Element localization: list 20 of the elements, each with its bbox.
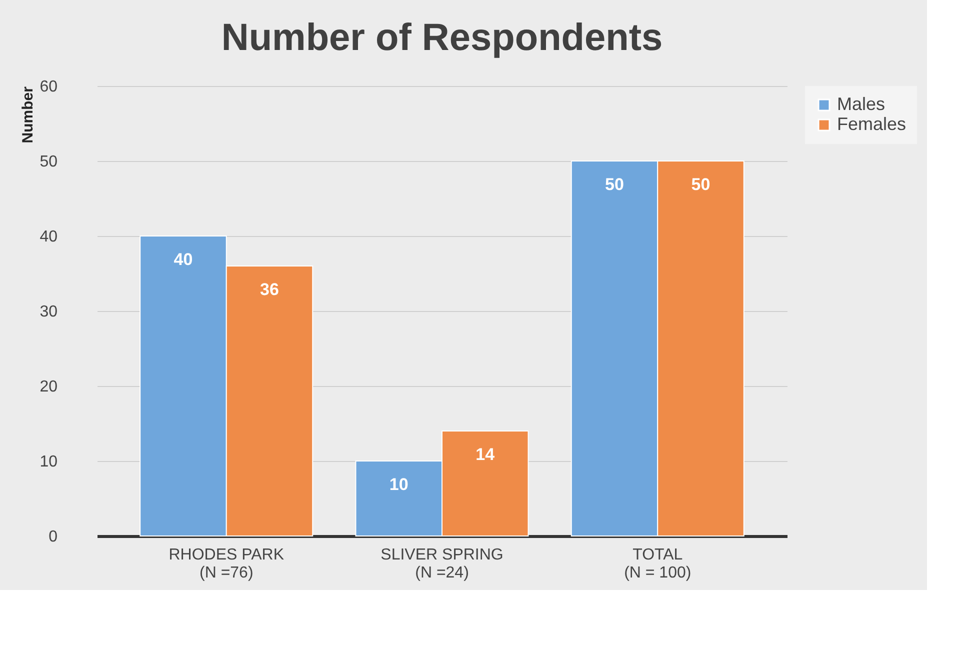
legend-label: Males (837, 94, 886, 114)
y-tick-label: 20 (40, 378, 58, 396)
x-tick-label: TOTAL (N = 100) (624, 546, 692, 582)
data-label: 40 (174, 250, 193, 269)
data-label: 14 (476, 445, 496, 464)
y-tick-label: 10 (40, 454, 58, 470)
chart-title: Number of Respondents (221, 17, 663, 59)
y-tick-label: 50 (40, 154, 58, 170)
x-tick-label: SLIVER SPRING (N =24) (380, 546, 504, 582)
x-tick-label: RHODES PARK (N =76) (168, 546, 284, 582)
legend-label: Females (837, 114, 906, 134)
y-tick-label: 0 (48, 528, 58, 546)
y-tick-label: 40 (40, 228, 58, 246)
data-label: 10 (389, 475, 408, 494)
y-axis-title: Number (20, 86, 37, 144)
y-tick-label: 30 (40, 304, 58, 320)
data-label: 36 (260, 280, 279, 299)
y-tick-label: 60 (40, 78, 58, 96)
data-label: 50 (605, 175, 624, 194)
data-label: 50 (691, 175, 710, 194)
